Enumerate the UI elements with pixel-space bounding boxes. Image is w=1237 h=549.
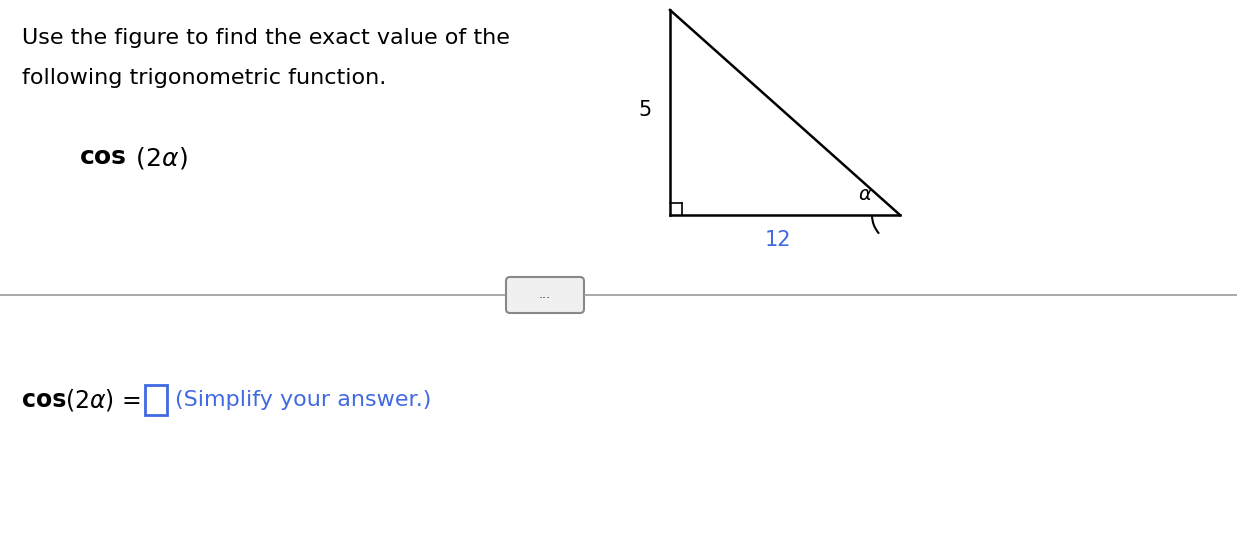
Text: (Simplify your answer.): (Simplify your answer.) [174,390,432,410]
Text: (2$\alpha$): (2$\alpha$) [127,145,188,171]
Text: following trigonometric function.: following trigonometric function. [22,68,386,88]
Text: $\alpha$: $\alpha$ [857,186,872,204]
Text: ...: ... [539,289,550,301]
Text: 5: 5 [638,100,652,120]
Text: cos: cos [80,145,127,169]
Text: cos: cos [22,388,67,412]
FancyBboxPatch shape [506,277,584,313]
Text: 12: 12 [764,230,792,250]
Text: Use the figure to find the exact value of the: Use the figure to find the exact value o… [22,28,510,48]
Text: (2$\alpha$) =: (2$\alpha$) = [66,387,143,413]
FancyBboxPatch shape [145,385,167,415]
